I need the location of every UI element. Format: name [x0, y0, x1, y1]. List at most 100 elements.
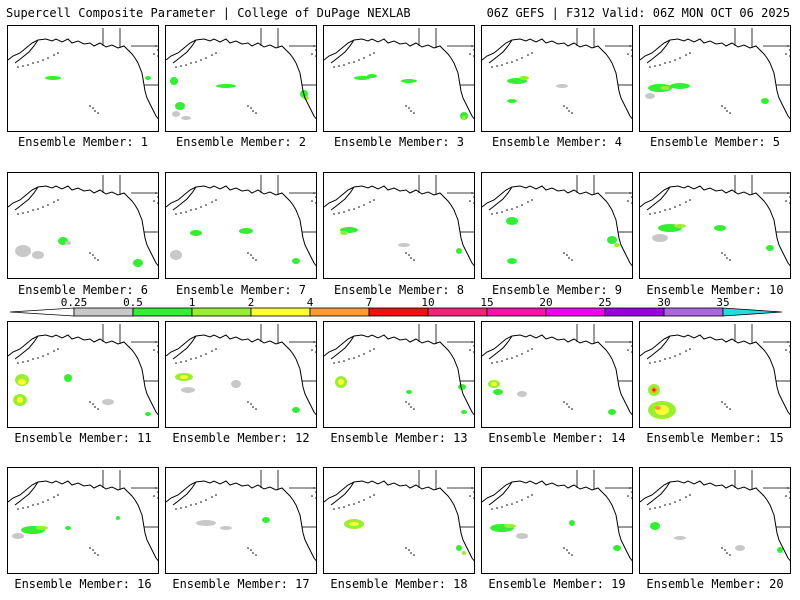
island — [679, 499, 681, 501]
island — [333, 66, 335, 68]
island — [679, 353, 681, 355]
coastline — [14, 335, 39, 360]
basemap — [166, 470, 316, 562]
hawaii-island — [413, 408, 415, 410]
island — [175, 66, 177, 68]
island — [473, 49, 474, 51]
member-panel — [165, 172, 317, 279]
scp-shading — [556, 84, 568, 88]
island — [679, 57, 681, 59]
island — [516, 355, 518, 357]
scp-shading — [493, 389, 503, 395]
legend-tick-label: 35 — [716, 296, 729, 309]
island — [195, 503, 197, 505]
island — [685, 350, 687, 352]
scp-shading — [172, 111, 180, 117]
hawaii-island — [405, 401, 407, 403]
coastline — [482, 334, 632, 416]
legend-swatch — [132, 307, 193, 317]
island — [180, 212, 182, 214]
island — [195, 357, 197, 359]
legend-swatch — [545, 307, 606, 317]
island — [157, 202, 158, 204]
hawaii-island — [255, 408, 257, 410]
scp-shading — [458, 384, 466, 390]
member-label: Ensemble Member: 9 — [491, 283, 623, 297]
hawaii-island — [566, 254, 568, 256]
scp-shading — [65, 526, 71, 530]
island — [473, 202, 474, 204]
island — [348, 504, 350, 506]
hawaii-island — [252, 552, 254, 554]
member-label: Ensemble Member: 4 — [491, 135, 623, 149]
scp-shading — [12, 533, 24, 539]
island — [42, 59, 44, 61]
scp-shading — [262, 517, 270, 523]
legend-tick-label: 30 — [657, 296, 670, 309]
scp-shading — [506, 217, 518, 225]
coastline — [640, 334, 790, 416]
member-panel — [481, 321, 633, 428]
island — [211, 54, 213, 56]
member-label: Ensemble Member: 3 — [333, 135, 465, 149]
island — [157, 49, 158, 51]
island — [664, 504, 666, 506]
island — [531, 199, 533, 201]
member-panel — [7, 172, 159, 279]
island — [27, 64, 29, 66]
island — [343, 211, 345, 213]
hawaii-island — [89, 105, 91, 107]
hawaii-island — [250, 403, 252, 405]
hawaii-island — [721, 401, 723, 403]
hawaii-island — [247, 105, 249, 107]
member-label: Ensemble Member: 1 — [17, 135, 149, 149]
island — [689, 348, 691, 350]
member-panel — [639, 467, 791, 574]
hawaii-island — [97, 554, 99, 556]
island — [501, 64, 503, 66]
basemap — [482, 324, 632, 416]
island — [211, 201, 213, 203]
island — [315, 497, 316, 499]
basemap — [640, 470, 790, 562]
island — [654, 65, 656, 67]
legend-swatch — [604, 307, 665, 317]
island — [521, 499, 523, 501]
scp-shading — [714, 225, 726, 231]
island — [531, 348, 533, 350]
member-label: Ensemble Member: 7 — [175, 283, 307, 297]
island — [373, 494, 375, 496]
hawaii-island — [255, 259, 257, 261]
hawaii-island — [247, 252, 249, 254]
scp-shading — [102, 399, 114, 405]
island — [369, 496, 371, 498]
scp-shading — [517, 391, 527, 397]
hawaii-island — [724, 403, 726, 405]
island — [313, 341, 315, 343]
hawaii-island — [566, 403, 568, 405]
hawaii-island — [571, 259, 573, 261]
island — [17, 508, 19, 510]
scp-shading — [461, 410, 467, 414]
island — [473, 345, 474, 347]
scp-shading — [170, 250, 182, 260]
basemap — [640, 175, 790, 267]
basemap — [8, 28, 158, 120]
island — [511, 503, 513, 505]
island — [787, 45, 789, 47]
hawaii-island — [89, 547, 91, 549]
island — [37, 61, 39, 63]
coastline — [172, 39, 197, 64]
island — [363, 353, 365, 355]
coastline — [482, 480, 632, 562]
scp-shading — [608, 409, 616, 415]
hawaii-island — [571, 554, 573, 556]
scp-shading — [516, 533, 528, 539]
island — [629, 192, 631, 194]
island — [649, 508, 651, 510]
scp-shading — [777, 547, 783, 553]
coastline — [646, 186, 671, 211]
member-panel — [323, 467, 475, 574]
island — [627, 349, 629, 351]
scp-shading — [652, 234, 668, 242]
